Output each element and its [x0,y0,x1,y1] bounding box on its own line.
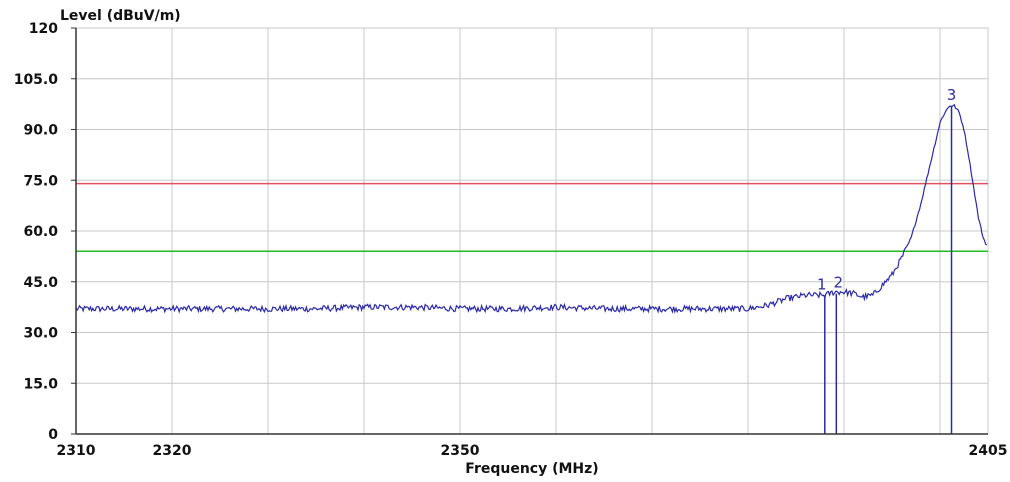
limit-lines [76,182,988,253]
y-axis-label: Level (dBuV/m) [60,8,181,24]
x-axis-label: Frequency (MHz) [465,461,598,477]
markers: 1 2 3 [817,86,956,434]
y-tick-label: 60.0 [23,224,58,240]
marker-label-3: 3 [947,86,957,104]
series-line [75,103,988,314]
x-tick-label: 2350 [441,443,480,459]
marker-label-1: 1 [817,275,827,293]
y-tick-label: 75.0 [23,173,58,189]
x-tick-labels: 2310 2320 2350 2405 [57,443,1008,459]
x-tick-label: 2320 [153,443,192,459]
y-tick-label: 30.0 [23,326,58,342]
y-tick-label: 120 [29,21,58,37]
y-tick-label: 0 [48,427,58,443]
x-tick-label: 2405 [969,443,1008,459]
grid [75,27,989,435]
y-tick-label: 45.0 [23,275,58,291]
y-tick-labels: 0 15.0 30.0 45.0 60.0 75.0 90.0 105.0 120 [14,21,76,443]
y-tick-label: 15.0 [23,376,58,392]
y-tick-label: 90.0 [23,123,58,139]
y-tick-label: 105.0 [14,72,59,88]
series-layer [75,103,988,314]
marker-label-2: 2 [834,274,844,292]
x-tick-label: 2310 [57,443,96,459]
